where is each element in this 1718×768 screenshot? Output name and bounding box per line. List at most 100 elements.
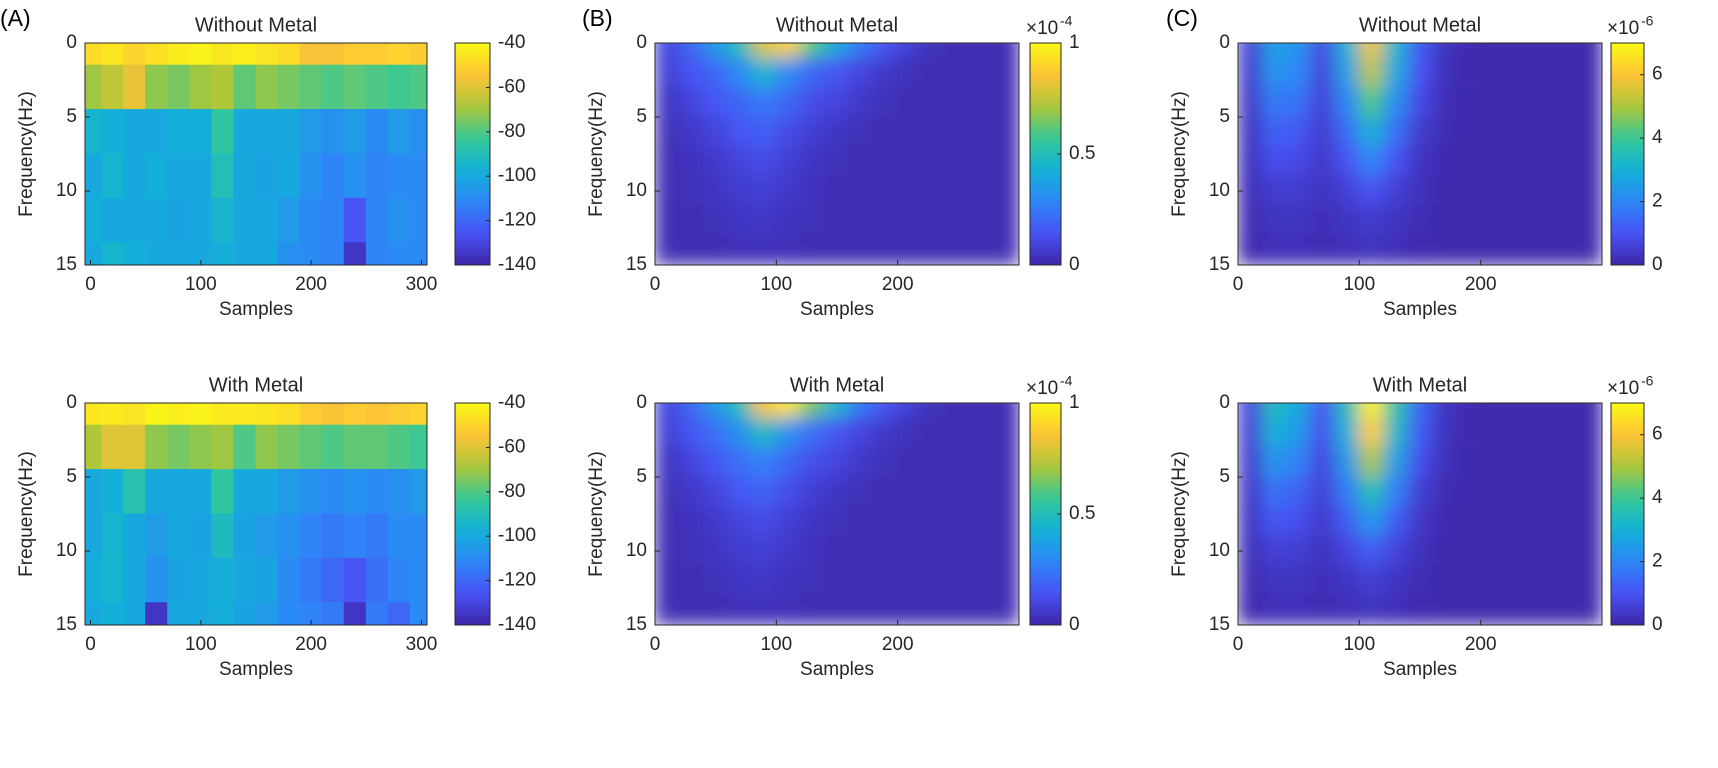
heatmap-cell (387, 403, 411, 426)
heatmap-cell (1552, 205, 1579, 236)
heatmap-cell (703, 476, 729, 508)
heatmap-cell (872, 535, 899, 567)
heatmap-cell (945, 565, 971, 596)
x-tick-label: 300 (406, 634, 438, 655)
heatmap-cell (365, 109, 389, 155)
heatmap-cell (1552, 565, 1579, 596)
heatmap-cell (101, 403, 125, 426)
heatmap-cell (1261, 403, 1288, 419)
heatmap-cell (994, 446, 1019, 478)
heatmap-cell (1334, 476, 1360, 508)
heatmap-cell (824, 205, 850, 236)
heatmap-cell (1577, 506, 1602, 537)
colorbar-tick-label: -60 (498, 76, 525, 97)
heatmap-cell (727, 565, 753, 596)
heatmap-cell (872, 234, 899, 265)
heatmap-cell (727, 86, 753, 118)
heatmap-cell (123, 242, 147, 265)
heatmap-cell (872, 594, 899, 625)
heatmap-cell (751, 116, 777, 148)
heatmap-cell (727, 535, 753, 567)
heatmap-cell (1261, 43, 1288, 59)
heatmap-cell (1238, 146, 1263, 177)
heatmap-cell (727, 146, 753, 177)
heatmap-cell (1310, 446, 1336, 478)
heatmap-cell (775, 146, 802, 177)
heatmap-cell (343, 513, 367, 559)
heatmap-cell (1358, 234, 1385, 265)
heatmap-cell (1310, 43, 1336, 59)
heatmap-cell (727, 116, 753, 148)
heatmap-cell (848, 446, 874, 478)
heatmap-cell (123, 153, 147, 199)
colorbar-tick-label: 0.5 (1069, 503, 1095, 524)
heatmap-cell (800, 116, 826, 148)
plot-area (655, 403, 1019, 625)
heatmap-cell (775, 446, 802, 478)
heatmap-cell (1407, 476, 1433, 508)
x-tick-label: 200 (1465, 634, 1497, 655)
axes-box (654, 402, 1020, 626)
heatmap-cell (409, 242, 427, 265)
heatmap-cell (994, 205, 1019, 236)
chart-title: With Metal (790, 374, 884, 396)
heatmap-cell (1310, 506, 1336, 537)
heatmap-cell (1552, 57, 1579, 88)
heatmap-cell (824, 57, 850, 88)
y-axis-label: Frequency(Hz) (1169, 451, 1190, 577)
heatmap-cell (1310, 535, 1336, 567)
heatmap-cell (1358, 565, 1385, 596)
heatmap-cell (1577, 86, 1602, 118)
heatmap-cell (277, 197, 301, 244)
heatmap-cell (167, 153, 191, 199)
heatmap-cell (299, 109, 323, 155)
heatmap-cell (387, 469, 411, 515)
heatmap-cell (848, 43, 874, 59)
heatmap-cell (775, 86, 802, 118)
heatmap-cell (123, 602, 147, 625)
y-axis-label: Frequency(Hz) (586, 91, 607, 217)
heatmap-cell (1334, 175, 1360, 207)
heatmap-cell (1334, 446, 1360, 478)
heatmap-cell (321, 602, 345, 625)
colorbar-tick-label: 2 (1652, 551, 1663, 572)
heatmap-cell (1431, 57, 1457, 88)
heatmap-cell (1286, 446, 1312, 478)
y-tick-label: 5 (1219, 466, 1230, 487)
heatmap-cell (969, 234, 996, 265)
heatmap-cell (85, 64, 103, 111)
heatmap-cell (824, 565, 850, 596)
colorbar-multiplier: ×10 (1026, 378, 1058, 399)
heatmap-cell (727, 476, 753, 508)
colorbar-tick-label: 0 (1069, 614, 1080, 635)
heatmap-cell (1577, 116, 1602, 148)
heatmap-cell (145, 424, 169, 471)
heatmap-cell (211, 469, 235, 515)
heatmap-cell (872, 116, 899, 148)
heatmap-cell (1238, 43, 1263, 59)
heatmap-cell (387, 602, 411, 625)
heatmap-cell (1238, 403, 1263, 419)
heatmap-cell (1528, 446, 1554, 478)
colorbar (1029, 402, 1062, 626)
heatmap-cell (800, 175, 826, 207)
heatmap-cell (1407, 146, 1433, 177)
heatmap-cell (299, 403, 323, 426)
panel: 0 100 200 300 0 5 10 15 Samples Frequency(Hz) With… (0, 5, 536, 320)
heatmap-cell (1334, 146, 1360, 177)
x-axis-label: Samples (219, 299, 293, 320)
heatmap-cell (1238, 86, 1263, 118)
heatmap-cell (387, 109, 411, 155)
heatmap-cell (848, 86, 874, 118)
heatmap-cell (343, 109, 367, 155)
heatmap-cell (1383, 234, 1409, 265)
heatmap-cell (897, 594, 923, 625)
heatmap-cell (277, 424, 301, 471)
heatmap-cell (1383, 476, 1409, 508)
heatmap-cell (897, 565, 923, 596)
heatmap-cell (255, 153, 279, 199)
heatmap-cell (703, 403, 729, 419)
heatmap-cell (1407, 565, 1433, 596)
heatmap-cell (848, 565, 874, 596)
